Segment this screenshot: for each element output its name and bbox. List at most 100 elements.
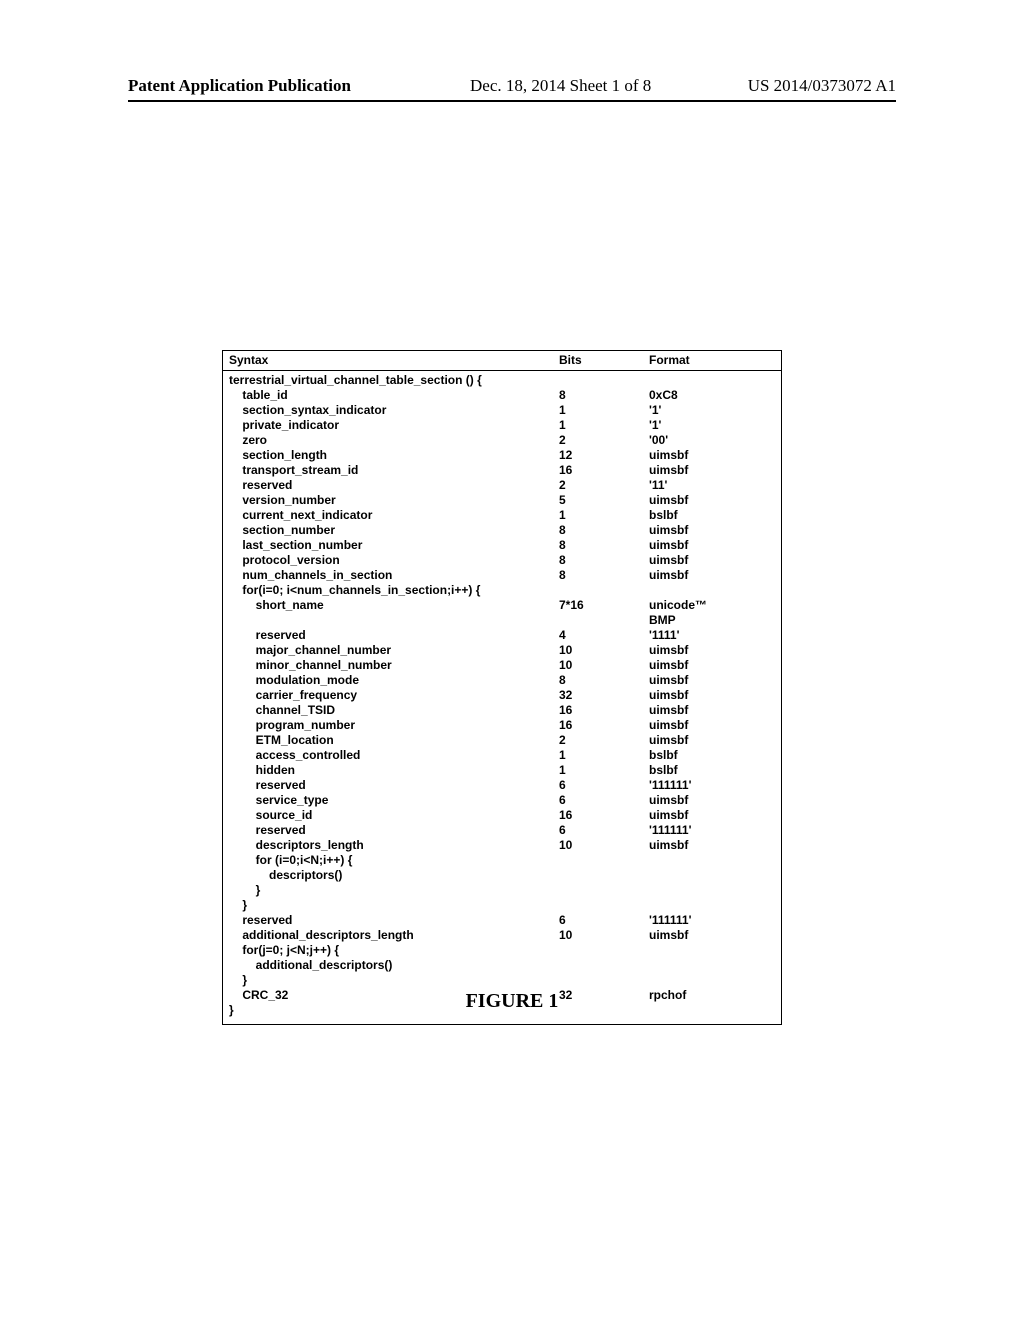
table-row: current_next_indicator1bslbf [229,508,775,523]
cell-syntax: source_id [229,808,559,823]
cell-bits [559,943,649,958]
cell-syntax: service_type [229,793,559,808]
cell-format: uimsbf [649,673,759,688]
table-row: additional_descriptors() [229,958,775,973]
table-row: num_channels_in_section8uimsbf [229,568,775,583]
syntax-table: Syntax Bits Format terrestrial_virtual_c… [222,350,782,1025]
table-row: table_id80xC8 [229,388,775,403]
cell-format [649,583,759,598]
table-row: last_section_number8uimsbf [229,538,775,553]
cell-syntax: major_channel_number [229,643,559,658]
table-row: } [229,898,775,913]
header-center: Dec. 18, 2014 Sheet 1 of 8 [470,76,651,96]
cell-syntax: reserved [229,478,559,493]
table-row: for(j=0; j<N;j++) { [229,943,775,958]
cell-format: uimsbf [649,703,759,718]
cell-syntax: zero [229,433,559,448]
table-row: terrestrial_virtual_channel_table_sectio… [229,373,775,388]
table-row: service_type6uimsbf [229,793,775,808]
cell-format: uimsbf [649,643,759,658]
table-row: for (i=0;i<N;i++) { [229,853,775,868]
cell-format: '1' [649,403,759,418]
header-rule [128,100,896,102]
cell-syntax: for(i=0; i<num_channels_in_section;i++) … [229,583,559,598]
table-row: reserved2'11' [229,478,775,493]
cell-syntax: for(j=0; j<N;j++) { [229,943,559,958]
table-row: protocol_version8uimsbf [229,553,775,568]
cell-bits: 8 [559,523,649,538]
page: Patent Application Publication Dec. 18, … [0,0,1024,1320]
cell-bits: 10 [559,658,649,673]
cell-syntax: carrier_frequency [229,688,559,703]
table-row: private_indicator1'1' [229,418,775,433]
cell-format: uimsbf [649,808,759,823]
cell-syntax: } [229,883,559,898]
cell-syntax: minor_channel_number [229,658,559,673]
cell-bits [559,958,649,973]
cell-bits [559,973,649,988]
table-row: for(i=0; i<num_channels_in_section;i++) … [229,583,775,598]
table-row: minor_channel_number10uimsbf [229,658,775,673]
cell-bits: 7*16 [559,598,649,613]
cell-bits [559,883,649,898]
cell-syntax: transport_stream_id [229,463,559,478]
table-row: zero2'00' [229,433,775,448]
cell-syntax: protocol_version [229,553,559,568]
cell-bits: 1 [559,748,649,763]
table-row: } [229,973,775,988]
cell-format: uimsbf [649,793,759,808]
cell-syntax: table_id [229,388,559,403]
cell-format: uimsbf [649,448,759,463]
cell-syntax: access_controlled [229,748,559,763]
cell-bits: 8 [559,673,649,688]
th-format: Format [649,353,759,368]
cell-format: uimsbf [649,838,759,853]
table-row: ETM_location2uimsbf [229,733,775,748]
table-row: BMP [229,613,775,628]
table-row: } [229,883,775,898]
cell-syntax: reserved [229,628,559,643]
cell-bits: 2 [559,433,649,448]
cell-syntax: reserved [229,778,559,793]
cell-format: '11' [649,478,759,493]
cell-format: BMP [649,613,759,628]
cell-syntax: version_number [229,493,559,508]
cell-syntax: ETM_location [229,733,559,748]
cell-bits: 1 [559,403,649,418]
cell-format [649,958,759,973]
cell-bits: 16 [559,703,649,718]
cell-syntax: } [229,898,559,913]
table-row: short_name7*16unicode™ [229,598,775,613]
cell-bits [559,613,649,628]
cell-bits: 6 [559,913,649,928]
table-row: descriptors() [229,868,775,883]
cell-format: uimsbf [649,493,759,508]
table-row: access_controlled1bslbf [229,748,775,763]
cell-syntax: reserved [229,913,559,928]
cell-format [649,883,759,898]
cell-format: uimsbf [649,523,759,538]
cell-format: uimsbf [649,928,759,943]
cell-format: '1' [649,418,759,433]
cell-bits [559,898,649,913]
cell-syntax: section_number [229,523,559,538]
cell-bits [559,853,649,868]
cell-format: '111111' [649,823,759,838]
cell-format: '111111' [649,913,759,928]
table-row: carrier_frequency32uimsbf [229,688,775,703]
cell-bits [559,373,649,388]
cell-bits: 32 [559,688,649,703]
cell-bits: 6 [559,823,649,838]
cell-syntax: additional_descriptors_length [229,928,559,943]
table-row: channel_TSID16uimsbf [229,703,775,718]
table-row: section_length12uimsbf [229,448,775,463]
cell-bits: 1 [559,763,649,778]
cell-syntax: descriptors() [229,868,559,883]
cell-syntax: descriptors_length [229,838,559,853]
cell-syntax: reserved [229,823,559,838]
cell-bits: 16 [559,463,649,478]
table-row: section_syntax_indicator1'1' [229,403,775,418]
table-row: additional_descriptors_length10uimsbf [229,928,775,943]
table-row: hidden1bslbf [229,763,775,778]
cell-bits: 2 [559,478,649,493]
